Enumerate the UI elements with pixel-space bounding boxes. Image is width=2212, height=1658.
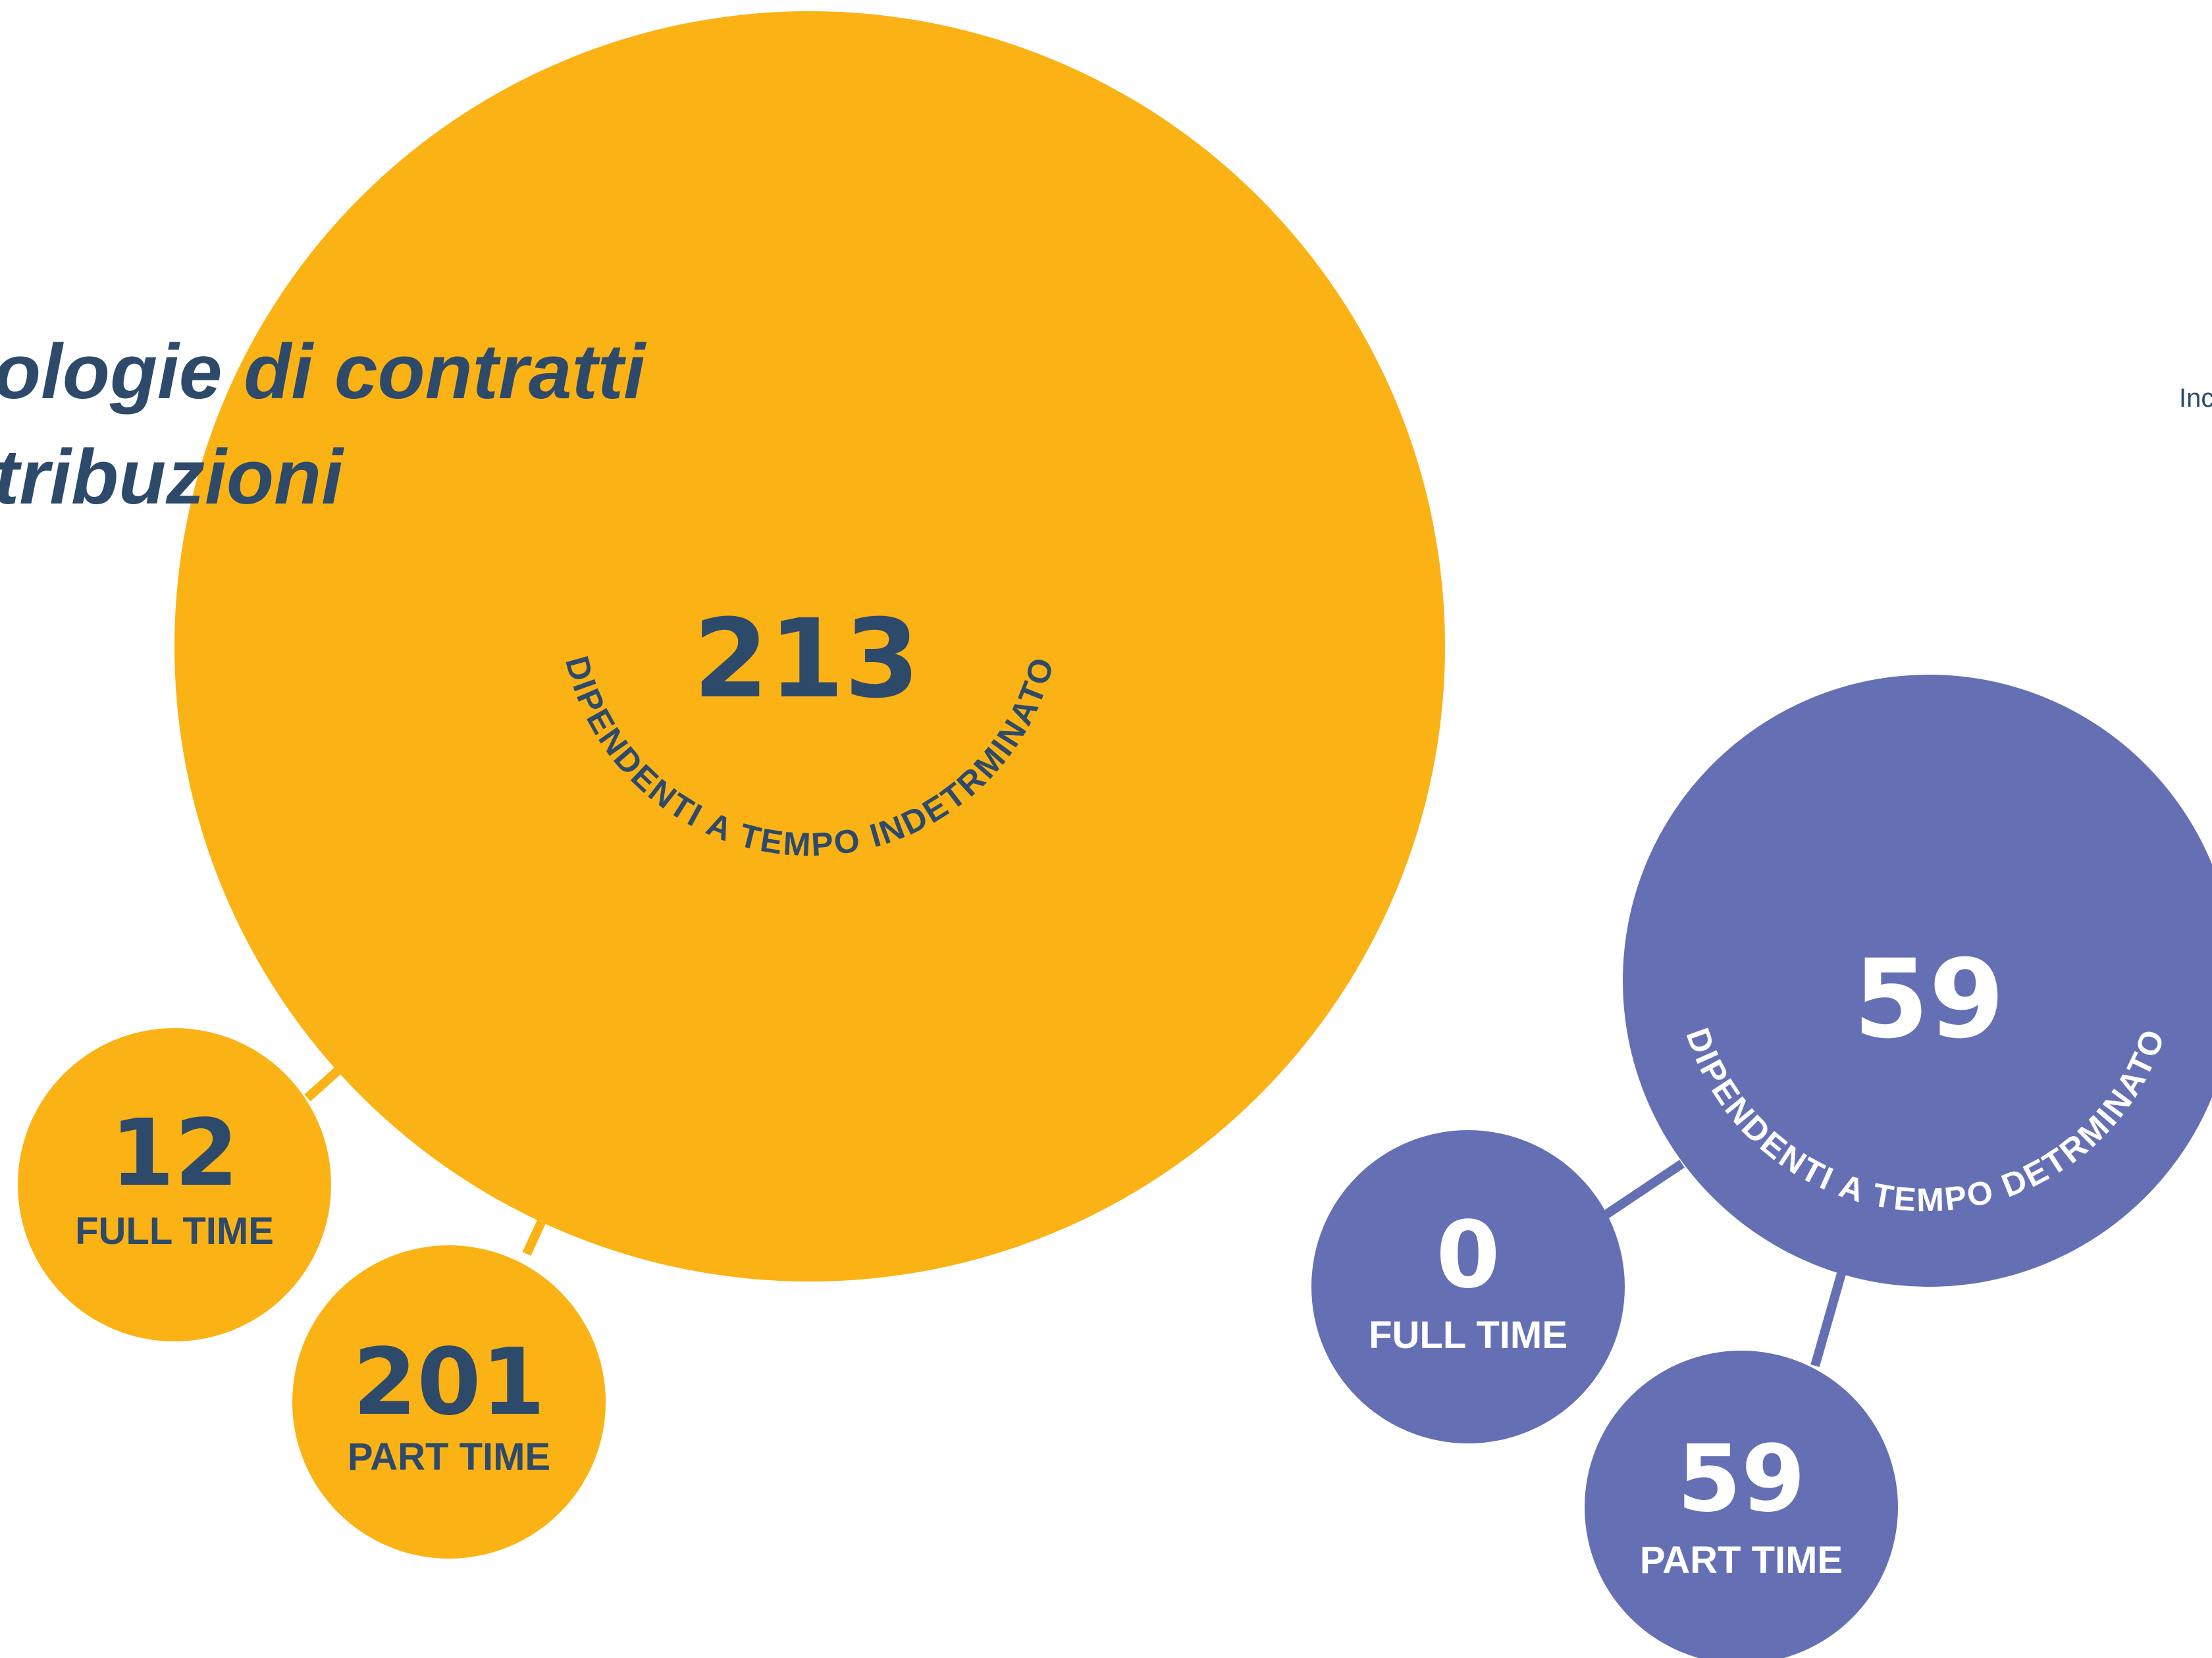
indeterminato-circle	[174, 11, 1445, 1282]
determinato-part-time-circle	[1585, 1351, 1898, 1658]
title-line-2: tribuzioni	[0, 434, 344, 521]
connector-determinato-full-time	[1604, 1160, 1685, 1218]
side-label: Inc	[2179, 384, 2212, 413]
indeterminato-part-time-circle	[292, 1245, 606, 1559]
determinato-part-time-label: PART TIME	[1640, 1539, 1843, 1582]
indeterminato-total: 213	[693, 596, 920, 722]
connector-indeterminato-full-time	[304, 1066, 342, 1102]
connector-determinato-part-time	[1810, 1272, 1846, 1367]
title-line-1: ologie di contratti	[0, 328, 646, 415]
indeterminato-part-time-label: PART TIME	[348, 1436, 550, 1478]
determinato-circle	[1623, 675, 2212, 1287]
determinato-full-time-label: FULL TIME	[1369, 1314, 1567, 1357]
determinato-part-time-value: 59	[1677, 1426, 1806, 1533]
indeterminato-full-time-label: FULL TIME	[75, 1210, 274, 1253]
indeterminato-full-time-circle	[18, 1028, 331, 1341]
determinato-total: 59	[1853, 936, 2005, 1062]
indeterminato-full-time-value: 12	[111, 1100, 239, 1207]
determinato-full-time-value: 0	[1436, 1202, 1500, 1309]
determinato-full-time-circle	[1311, 1130, 1625, 1443]
connector-indeterminato-part-time	[522, 1219, 546, 1256]
indeterminato-part-time-value: 201	[353, 1329, 545, 1436]
